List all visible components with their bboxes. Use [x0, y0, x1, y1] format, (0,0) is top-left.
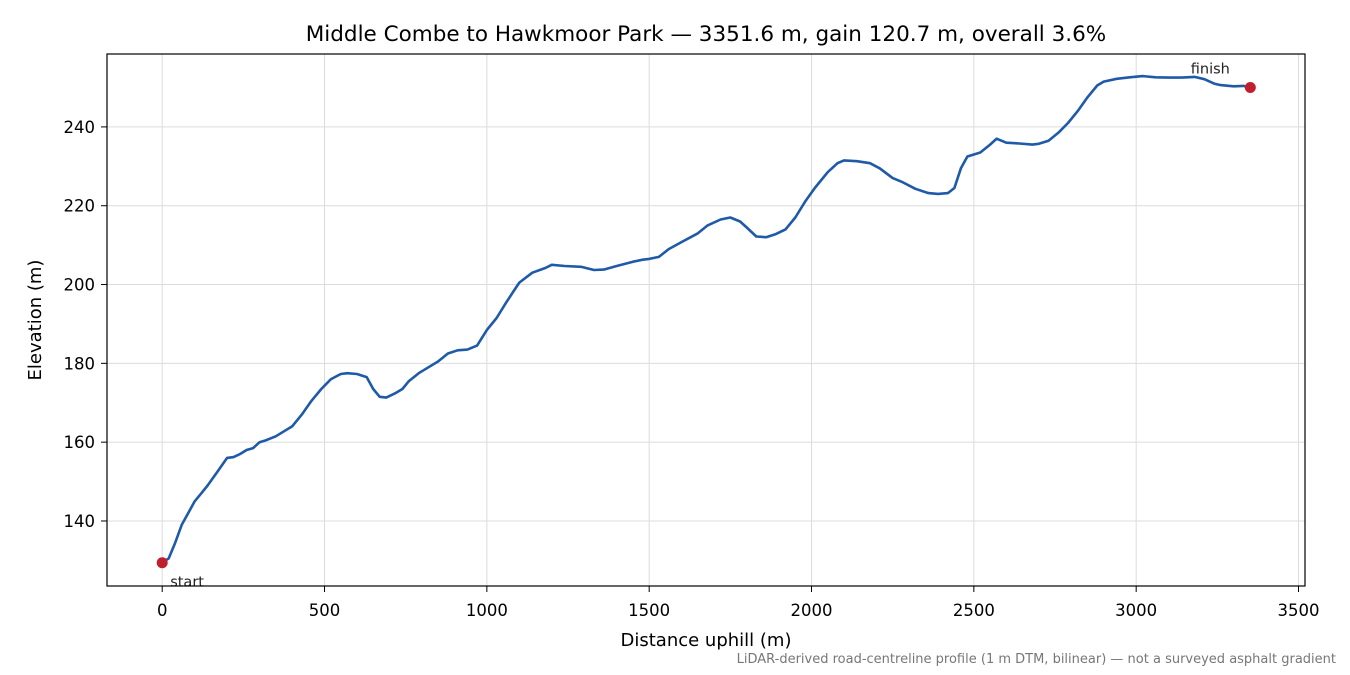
y-tick-label: 200: [64, 276, 96, 295]
x-tick-label: 500: [309, 601, 341, 620]
plot-frame: [106, 53, 1306, 587]
y-tick-label: 240: [64, 118, 96, 137]
x-axis-label: Distance uphill (m): [621, 630, 792, 651]
grid: [107, 54, 1305, 586]
start-marker: [156, 557, 168, 569]
footnote: LiDAR-derived road-centreline profile (1…: [736, 652, 1336, 667]
y-tick-label: 180: [64, 354, 96, 373]
y-axis-label: Elevation (m): [25, 260, 46, 381]
x-tick-label: 2500: [953, 601, 995, 620]
chart-title: Middle Combe to Hawkmoor Park — 3351.6 m…: [306, 22, 1106, 47]
finish-marker: [1244, 81, 1256, 93]
elevation-line: [160, 74, 1252, 565]
x-tick-label: 1000: [466, 601, 508, 620]
plot-area: start finish: [156, 61, 1256, 591]
x-tick-label: 1500: [628, 601, 670, 620]
y-axis-ticks: 140 160 180 200 220 240: [64, 118, 107, 531]
y-tick-label: 160: [64, 433, 96, 452]
x-axis-ticks: 0 500 1000 1500 2000 2500 3000 3500: [157, 586, 1320, 620]
y-tick-label: 140: [64, 512, 96, 531]
finish-label: finish: [1191, 61, 1230, 77]
y-tick-label: 220: [64, 197, 96, 216]
x-tick-label: 3500: [1278, 601, 1320, 620]
x-tick-label: 3000: [1115, 601, 1157, 620]
x-tick-label: 2000: [791, 601, 833, 620]
x-tick-label: 0: [157, 601, 168, 620]
start-label: start: [170, 575, 204, 591]
